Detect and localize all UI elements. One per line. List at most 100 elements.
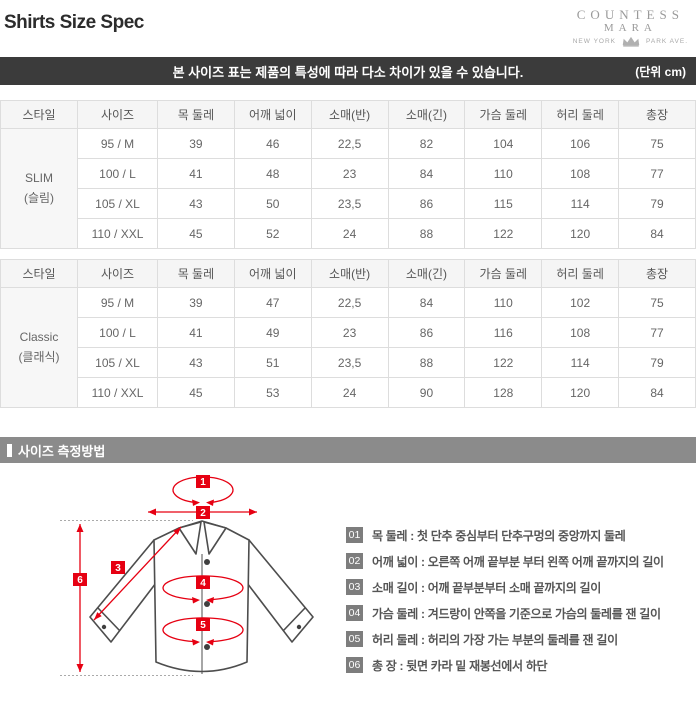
size-row: 100 / L 41 48 23 84 110 108 77 (1, 158, 696, 189)
diagram-label-6: 6 (77, 575, 83, 586)
column-header: 가슴 둘레 (464, 259, 543, 288)
column-header: 사이즈 (77, 100, 158, 129)
column-header: 소매(긴) (387, 259, 466, 288)
value-cell: 82 (387, 128, 466, 159)
column-header: 목 둘레 (157, 100, 235, 129)
value-cell: 45 (157, 218, 235, 249)
table-header-row: 스타일 사이즈 목 둘레 어깨 넓이 소매(반) 소매(긴) 가슴 둘레 허리 둘레 총장 (0, 259, 696, 288)
value-cell: 122 (464, 347, 543, 378)
value-cell: 47 (233, 287, 312, 318)
section-title: 사이즈 측정방법 (18, 443, 106, 459)
value-cell: 106 (541, 128, 620, 159)
brand-name-bottom: MARA (603, 22, 657, 34)
measure-content: 1 2 3 4 5 6 01 목 둘레 : 첫 단추 중심부터 단추구멍의 중앙까… (0, 463, 696, 696)
measure-number-badge: 03 (346, 579, 363, 595)
value-cell: 108 (541, 317, 620, 348)
value-cell: 128 (464, 377, 543, 408)
measure-annotation-arrowheads (76, 499, 257, 672)
measure-item: 06 총 장 : 뒷면 카라 밑 재봉선에서 하단 (346, 657, 664, 673)
measure-item: 03 소매 길이 : 어깨 끝부분부터 소매 끝까지의 길이 (346, 579, 664, 595)
value-cell: 41 (157, 317, 235, 348)
value-cell: 102 (541, 287, 620, 318)
measure-description: 가슴 둘레 : 겨드랑이 안쪽을 기준으로 가슴의 둘레를 잰 길이 (372, 606, 661, 621)
value-cell: 75 (618, 128, 696, 159)
value-cell: 43 (157, 188, 235, 219)
measure-description: 총 장 : 뒷면 카라 밑 재봉선에서 하단 (372, 658, 548, 673)
slim-size-table: 스타일 사이즈 목 둘레 어깨 넓이 소매(반) 소매(긴) 가슴 둘레 허리 둘레 총장 SLI… (0, 100, 696, 249)
value-cell: 50 (233, 188, 312, 219)
column-header: 소매(반) (310, 259, 389, 288)
size-row: 110 / XXL 45 53 24 90 128 120 84 (1, 377, 696, 408)
measure-item: 01 목 둘레 : 첫 단추 중심부터 단추구멍의 중앙까지 둘레 (346, 527, 664, 543)
measure-description: 목 둘레 : 첫 단추 중심부터 단추구멍의 중앙까지 둘레 (372, 528, 626, 543)
value-cell: 110 (464, 287, 543, 318)
brand-city-right: PARK AVE. (646, 37, 688, 45)
value-cell: 49 (233, 317, 312, 348)
column-header: 스타일 (0, 100, 78, 129)
value-cell: 88 (387, 347, 466, 378)
column-header: 총장 (618, 259, 696, 288)
unit-label: (단위 cm) (635, 64, 686, 79)
value-cell: 41 (157, 158, 235, 189)
value-cell: 84 (618, 377, 696, 408)
value-cell: 122 (464, 218, 543, 249)
column-header: 어깨 넓이 (233, 259, 312, 288)
value-cell: 114 (541, 347, 620, 378)
value-cell: 86 (387, 188, 466, 219)
measure-item: 02 어깨 넓이 : 오른쪽 어깨 끝부분 부터 왼쪽 어깨 끝까지의 길이 (346, 553, 664, 569)
diagram-label-4: 4 (200, 578, 206, 589)
measure-number-badge: 02 (346, 553, 363, 569)
value-cell: 53 (233, 377, 312, 408)
value-cell: 45 (157, 377, 235, 408)
diagram-label-3: 3 (115, 563, 121, 574)
value-cell: 22,5 (310, 287, 389, 318)
value-cell: 24 (310, 377, 389, 408)
measure-number-badge: 01 (346, 527, 363, 543)
value-cell: 24 (310, 218, 389, 249)
measure-list: 01 목 둘레 : 첫 단추 중심부터 단추구멍의 중앙까지 둘레 02 어깨 넓이 … (346, 527, 664, 696)
value-cell: 23 (310, 158, 389, 189)
value-cell: 114 (541, 188, 620, 219)
column-header: 사이즈 (77, 259, 158, 288)
brand-logo: COUNTESS MARA NEW YORK PARK AVE. (573, 7, 688, 47)
size-cell: 95 / M (77, 128, 158, 159)
value-cell: 90 (387, 377, 466, 408)
value-cell: 86 (387, 317, 466, 348)
value-cell: 84 (387, 287, 466, 318)
shirt-outline (89, 520, 314, 674)
value-cell: 116 (464, 317, 543, 348)
measure-description: 허리 둘레 : 허리의 가장 가는 부분의 둘레를 잰 길이 (372, 632, 618, 647)
measure-number-badge: 05 (346, 631, 363, 647)
value-cell: 84 (387, 158, 466, 189)
measure-description: 어깨 넓이 : 오른쪽 어깨 끝부분 부터 왼쪽 어깨 끝까지의 길이 (372, 554, 664, 569)
size-row: 100 / L 41 49 23 86 116 108 77 (1, 317, 696, 348)
column-header: 허리 둘레 (541, 259, 620, 288)
value-cell: 120 (541, 218, 620, 249)
column-header: 어깨 넓이 (233, 100, 312, 129)
size-row: 110 / XXL 45 52 24 88 122 120 84 (1, 218, 696, 249)
style-cell: SLIM (슬림) (0, 128, 78, 249)
value-cell: 52 (233, 218, 312, 249)
value-cell: 23,5 (310, 188, 389, 219)
measure-item: 05 허리 둘레 : 허리의 가장 가는 부분의 둘레를 잰 길이 (346, 631, 664, 647)
size-row: 105 / XL 43 51 23,5 88 122 114 79 (1, 347, 696, 378)
brand-tagline: NEW YORK PARK AVE. (573, 35, 688, 47)
size-cell: 95 / M (77, 287, 158, 318)
value-cell: 110 (464, 158, 543, 189)
size-row: 105 / XL 43 50 23,5 86 115 114 79 (1, 188, 696, 219)
value-cell: 75 (618, 287, 696, 318)
size-cell: 110 / XXL (77, 218, 158, 249)
column-header: 목 둘레 (157, 259, 235, 288)
value-cell: 77 (618, 158, 696, 189)
page-header: Shirts Size Spec COUNTESS MARA NEW YORK … (0, 0, 696, 48)
table-header-row: 스타일 사이즈 목 둘레 어깨 넓이 소매(반) 소매(긴) 가슴 둘레 허리 둘레 총장 (0, 100, 696, 129)
diagram-label-5: 5 (200, 620, 206, 631)
value-cell: 39 (157, 287, 235, 318)
value-cell: 84 (618, 218, 696, 249)
value-cell: 46 (233, 128, 312, 159)
brand-city-left: NEW YORK (572, 37, 616, 45)
value-cell: 22,5 (310, 128, 389, 159)
measure-number-badge: 04 (346, 605, 363, 621)
size-cell: 105 / XL (77, 188, 158, 219)
